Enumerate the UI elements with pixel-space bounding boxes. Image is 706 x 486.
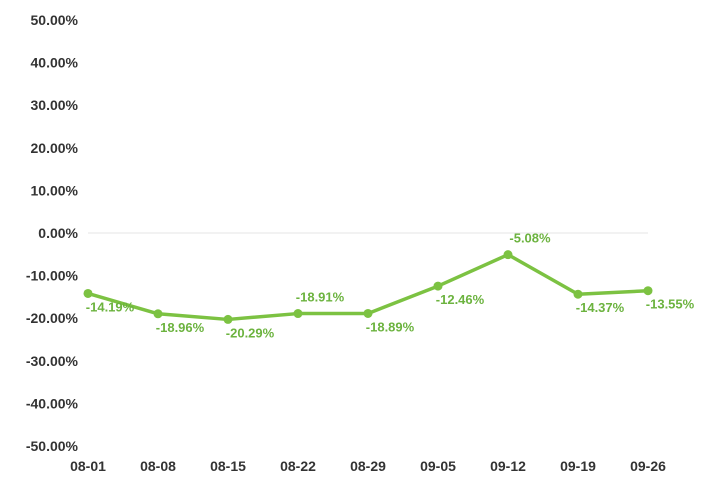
x-tick-label: 08-22 bbox=[280, 458, 316, 474]
y-tick-label: -50.00% bbox=[26, 438, 79, 454]
data-point[interactable] bbox=[223, 314, 233, 324]
data-labels: -14.19% -18.96% -20.29% -18.91% -18.89% -12.4… bbox=[86, 231, 695, 341]
y-tick-label: -10.00% bbox=[26, 268, 79, 284]
data-point[interactable] bbox=[503, 250, 513, 260]
x-tick-label: 09-26 bbox=[630, 458, 666, 474]
data-point[interactable] bbox=[293, 309, 303, 319]
x-tick-label: 09-12 bbox=[490, 458, 526, 474]
y-tick-label: -30.00% bbox=[26, 353, 79, 369]
x-tick-label: 08-08 bbox=[140, 458, 176, 474]
y-tick-label: 50.00% bbox=[31, 12, 79, 28]
data-label: -18.96% bbox=[156, 320, 205, 335]
y-tick-label: 30.00% bbox=[31, 97, 79, 113]
y-tick-label: 20.00% bbox=[31, 140, 79, 156]
x-tick-label: 08-15 bbox=[210, 458, 246, 474]
x-tick-label: 08-01 bbox=[70, 458, 106, 474]
data-point[interactable] bbox=[573, 289, 583, 299]
data-label: -20.29% bbox=[226, 325, 275, 340]
y-tick-label: 40.00% bbox=[31, 55, 79, 71]
data-label: -18.89% bbox=[366, 319, 415, 334]
data-label: -5.08% bbox=[509, 231, 551, 246]
data-label: -18.91% bbox=[296, 290, 345, 305]
data-point[interactable] bbox=[643, 286, 653, 296]
y-tick-label: 0.00% bbox=[38, 225, 78, 241]
data-label: -14.37% bbox=[576, 300, 625, 315]
data-point[interactable] bbox=[433, 281, 443, 291]
x-tick-label: 09-19 bbox=[560, 458, 596, 474]
data-point[interactable] bbox=[153, 309, 163, 319]
y-tick-label: 10.00% bbox=[31, 182, 79, 198]
data-point[interactable] bbox=[363, 308, 373, 318]
x-tick-label: 09-05 bbox=[420, 458, 456, 474]
data-label: -12.46% bbox=[436, 292, 485, 307]
y-axis: 50.00% 40.00% 30.00% 20.00% 10.00% 0.00% -10.0… bbox=[26, 12, 79, 454]
data-label: -13.55% bbox=[646, 297, 695, 312]
series-group bbox=[83, 250, 653, 324]
data-point[interactable] bbox=[83, 288, 93, 298]
y-tick-label: -20.00% bbox=[26, 310, 79, 326]
x-axis: 08-01 08-08 08-15 08-22 08-29 09-05 09-12 09-19… bbox=[70, 458, 666, 474]
x-tick-label: 08-29 bbox=[350, 458, 386, 474]
data-label: -14.19% bbox=[86, 299, 135, 314]
y-tick-label: -40.00% bbox=[26, 395, 79, 411]
